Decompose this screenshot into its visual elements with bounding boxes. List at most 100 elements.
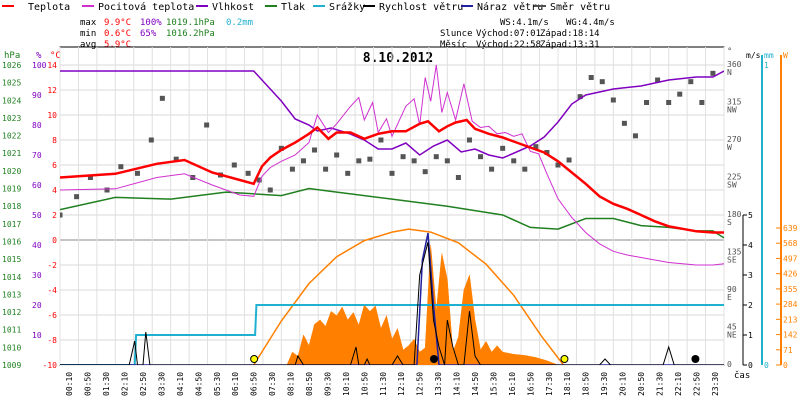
wind-direction-dot — [699, 100, 705, 105]
wind-direction-dot — [148, 137, 154, 143]
direction-tick-label: 270 — [727, 135, 742, 144]
celsius-tick-label: 0 — [52, 236, 57, 245]
info-sunrise: Východ:07:01 — [476, 29, 541, 39]
wind-direction-dot — [334, 152, 340, 158]
direction-tick-label: 315 — [727, 98, 742, 107]
wind-direction-dot — [159, 95, 165, 101]
celsius-tick-label: 10 — [47, 111, 57, 120]
series-solar-area — [60, 244, 724, 365]
hpa-tick-label: 1015 — [2, 255, 21, 264]
direction-compass-label: NE — [727, 331, 737, 340]
legend-item-pocitova: Pocitová teplota — [82, 1, 194, 13]
hpa-tick-label: 1012 — [2, 308, 21, 317]
wind-direction-dot — [104, 187, 110, 193]
legend-label: Náraz větru — [477, 1, 543, 13]
series-layer — [60, 64, 724, 365]
chart-title: 8.10.2012 — [363, 51, 433, 66]
hpa-tick-label: 1021 — [2, 149, 21, 158]
wind-direction-dot — [323, 166, 329, 172]
time-tick-label: 01:30 — [102, 372, 111, 396]
wind-direction-dot — [278, 145, 284, 151]
wind-direction-dot — [566, 157, 572, 163]
wind-direction-dot — [173, 156, 179, 162]
info-block: WS:4.1m/s WG:4.4m/s Slunce Východ:07:01 … — [440, 18, 615, 50]
legend-item-rychlost: Rychlost větru — [363, 1, 463, 13]
percent-tick-label: 50 — [32, 211, 42, 220]
wind-tick-label: 5 — [748, 211, 753, 220]
time-tick-label: 10:50 — [360, 372, 369, 396]
wind-tick-label: 0 — [748, 361, 753, 370]
axes: 1026102510241023102210211020101910181017… — [2, 55, 798, 396]
stats-max-press: 1019.1hPa — [166, 18, 215, 28]
info-sun-label: Slunce — [440, 29, 473, 39]
legend-label: Směr větru — [550, 1, 610, 13]
time-tick-label: 22:10 — [674, 372, 683, 396]
hpa-tick-label: 1025 — [2, 79, 21, 88]
solar-tick-label: 568 — [783, 239, 798, 248]
time-tick-label: 19:30 — [600, 372, 609, 396]
time-tick-label: 11:30 — [379, 372, 388, 396]
moonset-marker — [429, 355, 438, 363]
legend-label: Pocitová teplota — [98, 1, 194, 13]
legend-label: Vlhkost — [212, 2, 254, 13]
percent-tick-label: 20 — [32, 301, 42, 310]
wind-direction-dot — [289, 166, 295, 172]
time-tick-label: 12:10 — [397, 372, 406, 396]
legend-label: Rychlost větru — [379, 1, 463, 13]
series-rain — [60, 304, 724, 365]
solar-tick-label: 71 — [783, 346, 793, 355]
percent-tick-label: 80 — [32, 121, 42, 130]
legend-label: Srážky — [329, 1, 365, 13]
celsius-tick-label: 2 — [52, 211, 57, 220]
time-tick-label: 08:10 — [287, 372, 296, 396]
time-tick-label: 15:30 — [489, 372, 498, 396]
direction-tick-label: 135 — [727, 248, 742, 257]
percent-tick-label: 60 — [32, 181, 42, 190]
wind-tick-label: 2 — [748, 301, 753, 310]
wind-direction-dot — [312, 147, 318, 153]
stats-min-press: 1016.2hPa — [166, 29, 215, 39]
direction-compass-label: S — [727, 218, 732, 227]
time-tick-label: 14:50 — [471, 372, 480, 396]
percent-tick-label: 10 — [32, 331, 42, 340]
time-tick-label: 00:50 — [84, 372, 93, 396]
stats-avg-temp: 5.9°C — [104, 40, 131, 50]
wind-direction-dot — [644, 100, 650, 105]
direction-tick-label: 360 — [727, 60, 742, 69]
wind-direction-dot — [588, 75, 594, 80]
moonrise-marker — [691, 355, 700, 363]
time-tick-label: 10:10 — [342, 372, 351, 396]
hpa-tick-label: 1024 — [2, 96, 21, 105]
celsius-tick-label: 8 — [52, 136, 57, 145]
wind-direction-dot — [610, 97, 616, 103]
legend-item-tlak: Tlak — [265, 2, 305, 13]
celsius-axis-unit: °C — [50, 51, 61, 61]
wind-direction-dot — [378, 137, 384, 143]
direction-tick-label: 45 — [727, 323, 737, 332]
hpa-tick-label: 1017 — [2, 220, 21, 229]
time-tick-label: 16:10 — [508, 372, 517, 396]
direction-tick-label: 180 — [727, 210, 742, 219]
celsius-tick-label: -2 — [47, 261, 57, 270]
wind-direction-dot — [356, 158, 362, 164]
legend-item-teplota: Teplota — [2, 2, 70, 13]
time-tick-label: 18:50 — [582, 372, 591, 396]
wind-direction-dot — [577, 94, 583, 100]
stats-block: max 9.9°C 100% 1019.1hPa 0.2mm min 0.6°C… — [80, 18, 253, 50]
wind-direction-dot — [345, 170, 351, 176]
time-tick-label: 05:30 — [213, 372, 222, 396]
wind-direction-dot — [367, 156, 373, 162]
celsius-tick-label: 14 — [47, 61, 57, 70]
wind-direction-dot — [411, 158, 417, 164]
time-tick-label: 02:50 — [139, 372, 148, 396]
celsius-tick-label: -6 — [47, 311, 57, 320]
series-wind-gust — [60, 232, 724, 365]
wind-direction-dot — [389, 170, 395, 176]
hpa-tick-label: 1022 — [2, 132, 21, 141]
wind-direction-dot — [60, 212, 63, 218]
hpa-axis-unit: hPa — [4, 51, 20, 61]
solar-axis-unit: W — [783, 51, 788, 60]
direction-compass-label: SE — [727, 256, 737, 265]
